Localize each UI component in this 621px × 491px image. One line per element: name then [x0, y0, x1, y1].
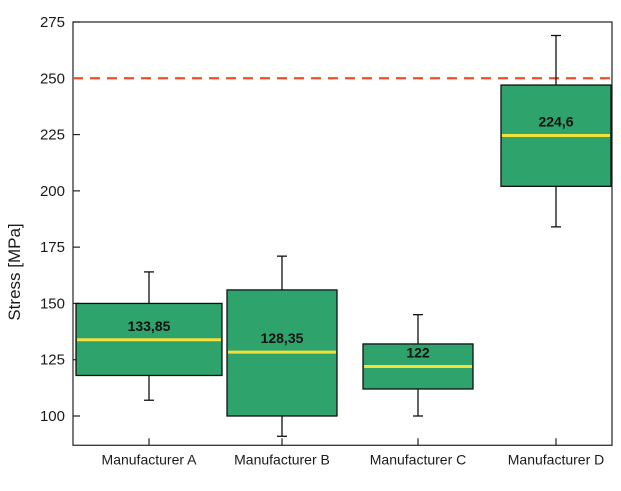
category-label-manufacturer-c: Manufacturer C [370, 451, 466, 467]
category-label-manufacturer-a: Manufacturer A [102, 451, 198, 467]
plot-frame [72, 21, 613, 446]
category-label-manufacturer-b: Manufacturer B [234, 451, 330, 467]
median-label-manufacturer-b: 128,35 [261, 330, 304, 346]
y-tick-label-275: 275 [40, 14, 65, 31]
median-label-manufacturer-c: 122 [406, 344, 430, 360]
category-label-manufacturer-d: Manufacturer D [508, 451, 604, 467]
median-label-manufacturer-a: 133,85 [128, 318, 171, 334]
y-tick-label-225: 225 [40, 127, 65, 144]
y-tick-label-125: 125 [40, 352, 65, 369]
y-tick-label-175: 175 [40, 239, 65, 256]
y-tick-label-250: 250 [40, 70, 65, 87]
y-tick-label-100: 100 [40, 408, 65, 425]
y-tick-label-150: 150 [40, 295, 65, 312]
y-tick-label-200: 200 [40, 183, 65, 200]
median-label-manufacturer-d: 224,6 [538, 113, 573, 129]
y-axis-title: Stress [MPa] [5, 223, 24, 320]
